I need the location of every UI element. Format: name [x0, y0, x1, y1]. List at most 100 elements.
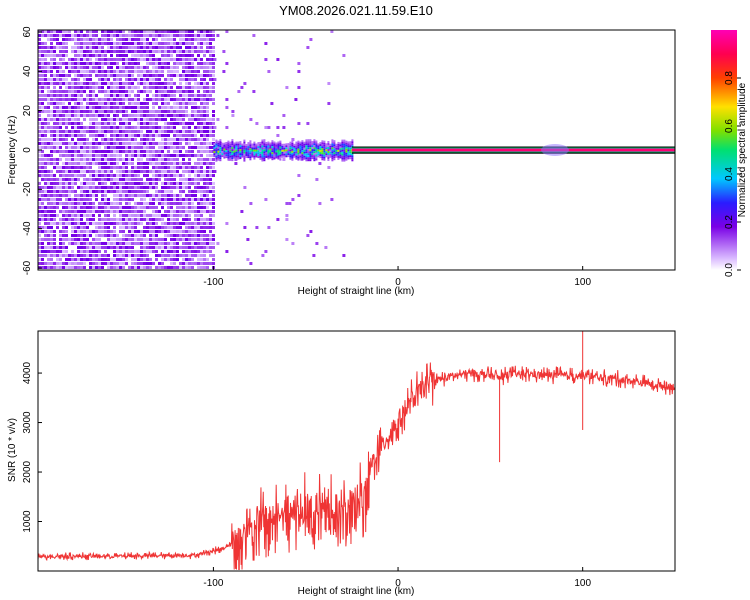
spectrogram-cell [291, 140, 294, 143]
spectrogram-cell [110, 130, 113, 133]
spectrogram-cell [101, 182, 104, 185]
spectrogram-cell [110, 182, 113, 185]
spectrogram-cell [131, 78, 134, 81]
spectrogram-cell [50, 242, 53, 245]
spectrogram-cell [305, 147, 308, 150]
spectrogram-cell [47, 114, 50, 117]
spectrogram-cell [257, 142, 260, 145]
spectrogram-cell [206, 206, 209, 209]
spectrogram-cell [98, 58, 101, 61]
spectrogram-cell [44, 118, 47, 121]
spectrogram-cell [53, 138, 56, 141]
spectrogram-cell [131, 182, 134, 185]
spectrogram-cell [128, 38, 131, 41]
spectrogram-cell [140, 138, 143, 141]
spectrogram-cell [182, 178, 185, 181]
spectrogram-cell [104, 146, 107, 149]
spectrogram-cell [122, 190, 125, 193]
spectrogram-cell [86, 194, 89, 197]
spectrogram-cell [89, 126, 92, 129]
spectrogram-cell [206, 130, 209, 133]
spectrogram-cell [140, 70, 143, 73]
spectrogram-cell [119, 146, 122, 149]
spectrogram-cell [173, 162, 176, 165]
spectrogram-cell [146, 230, 149, 233]
spectrogram-cell [98, 150, 101, 153]
spectrogram-cell [155, 246, 158, 249]
spectrogram-cell [197, 174, 200, 177]
spectrogram-cell [59, 134, 62, 137]
spectrogram-cell [155, 154, 158, 157]
spectrogram-cell [107, 178, 110, 181]
spectrogram-cell [50, 82, 53, 85]
spectrogram-cell [307, 149, 310, 152]
spectrogram-cell [86, 58, 89, 61]
spectrogram-cell [149, 58, 152, 61]
spectrogram-cell [131, 134, 134, 137]
spectrogram-cell [158, 218, 161, 221]
spectrogram-cell [164, 170, 167, 173]
spectrogram-cell [167, 202, 170, 205]
spectrogram-cell [41, 194, 44, 197]
spectrogram-cell [149, 218, 152, 221]
spectrogram-cell [80, 194, 83, 197]
spectrogram-cell [62, 122, 65, 125]
spectrogram-cell [113, 222, 116, 225]
spectrogram-cell [173, 62, 176, 65]
spectrogram-cell [188, 66, 191, 69]
spectrogram-cell [68, 154, 71, 157]
spectrogram-cell [341, 149, 344, 152]
spectrogram-cell [313, 155, 316, 158]
spectrogram-cell [128, 82, 131, 85]
spectrogram-cell [107, 138, 110, 141]
spectrogram-cell [41, 78, 44, 81]
spectrogram-cell [44, 158, 47, 161]
spectrogram-cell [237, 147, 240, 150]
carrier-band [351, 147, 675, 149]
spectrogram-cell [321, 154, 324, 157]
spectrogram-cell [267, 143, 270, 146]
spectrogram-cell [194, 238, 197, 241]
spectrogram-cell [231, 151, 234, 154]
spectrogram-cell [86, 94, 89, 97]
spectrogram-cell [179, 266, 182, 269]
spectrogram-cell [134, 102, 137, 105]
spectrogram-cell [113, 58, 116, 61]
spectrogram-cell [98, 262, 101, 265]
spectrogram-cell [101, 222, 104, 225]
spectrogram-cell [134, 50, 137, 53]
spectrogram-cell [53, 106, 56, 109]
colorbar: 0.00.20.40.60.8 Normalized spectral ampl… [711, 30, 748, 277]
spectrogram-cell [71, 230, 74, 233]
spectrogram-cell [283, 153, 286, 156]
spectrogram-cell [119, 222, 122, 225]
spectrogram-cell [191, 34, 194, 37]
spectrogram-cell [74, 254, 77, 257]
spectrogram-cell [89, 182, 92, 185]
spectrogram-cell [113, 166, 116, 169]
spectrogram-cell [80, 130, 83, 133]
spectrogram-cell [149, 170, 152, 173]
spectrogram-cell [107, 66, 110, 69]
spectrogram-cell [209, 74, 212, 77]
spectrogram-cell [41, 54, 44, 57]
spectrogram-cell [182, 218, 185, 221]
spectrogram-cell [146, 74, 149, 77]
spectrogram-cell [44, 62, 47, 65]
spectrogram-cell [140, 118, 143, 121]
spectrogram-cell [209, 118, 212, 121]
spectrogram-cell [53, 202, 56, 205]
spectrogram-cell [173, 126, 176, 129]
spectrogram-cell [119, 186, 122, 189]
spectrogram-cell [179, 238, 182, 241]
spectrogram-cell [98, 222, 101, 225]
spectrogram-cell [188, 102, 191, 105]
spectrogram-cell [41, 90, 44, 93]
spectrogram-cell [38, 218, 41, 221]
spectrogram-cell [263, 141, 266, 144]
spectrogram-cell [92, 42, 95, 45]
spectrogram-cell [50, 222, 53, 225]
spectrogram-cell [146, 226, 149, 229]
spectrogram-cell [191, 38, 194, 41]
spectrogram-cell [71, 46, 74, 49]
